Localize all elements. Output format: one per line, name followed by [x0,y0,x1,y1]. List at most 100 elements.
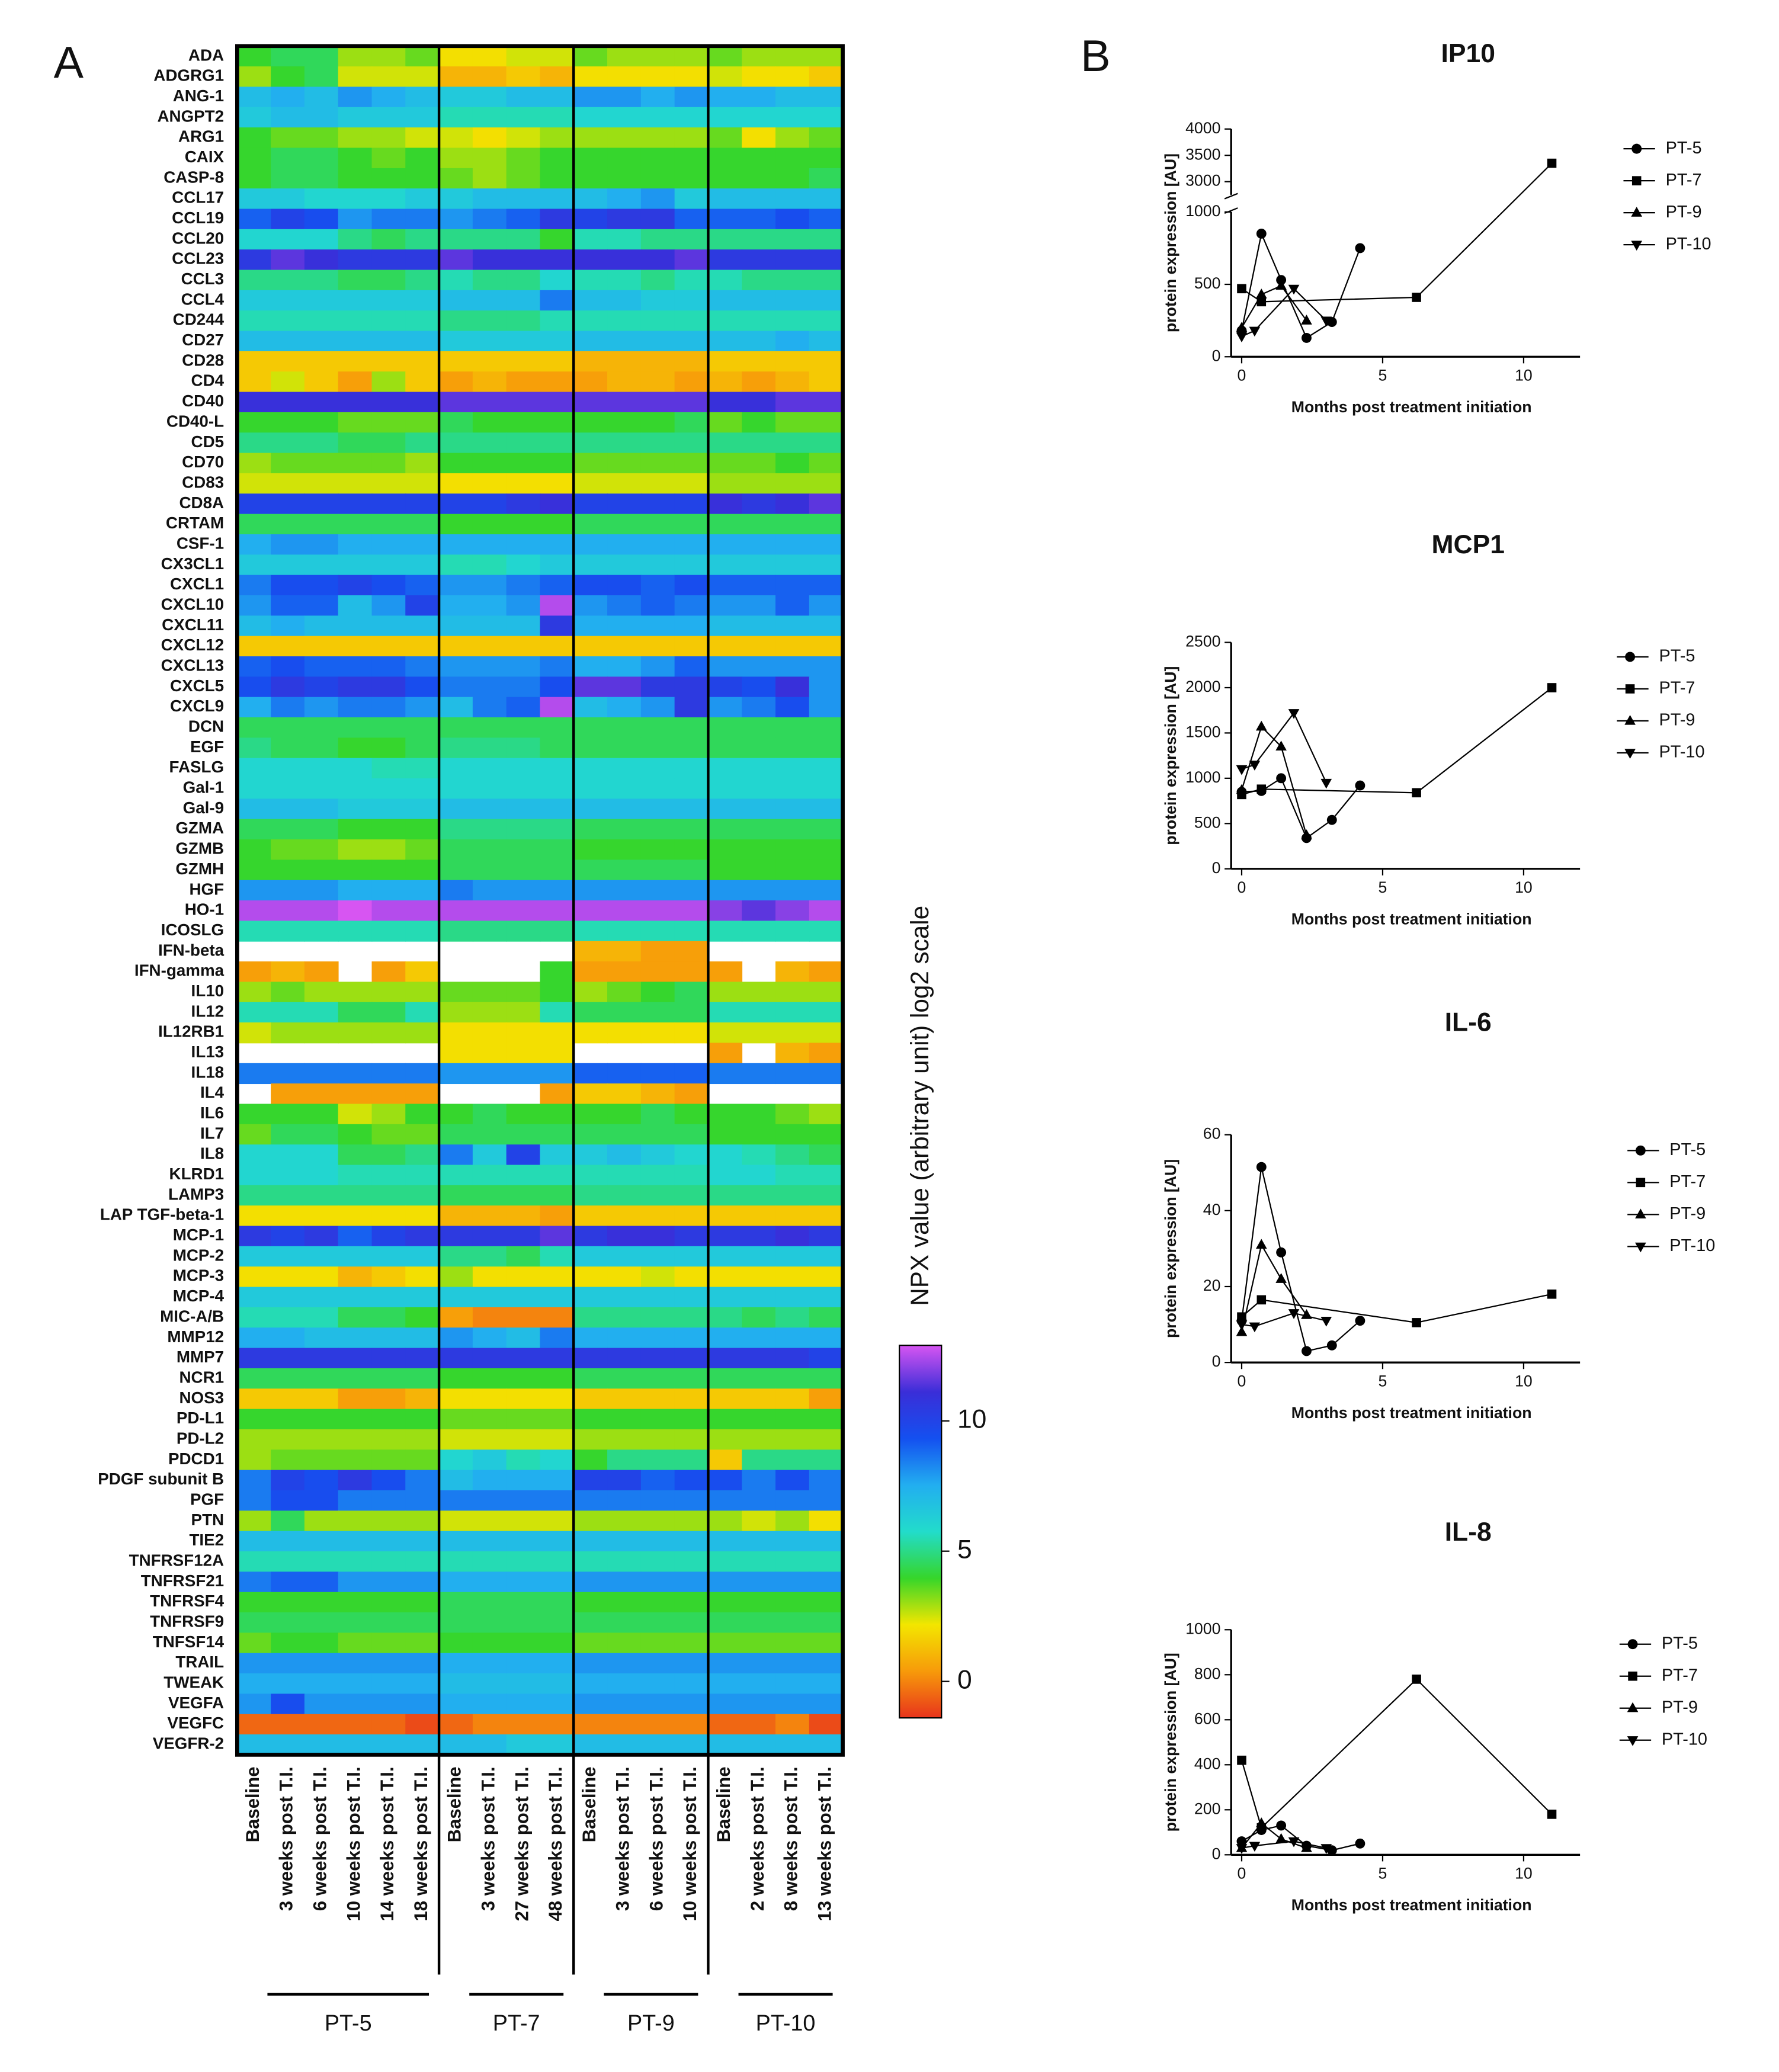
heat-cell [809,473,844,495]
row-label: CCL20 [172,229,224,247]
series-line [1241,231,1361,339]
heat-cell [439,412,473,434]
heat-cell [405,575,440,596]
row-label: CD8A [179,493,224,512]
heat-cell [573,1287,608,1308]
heat-cell [742,1449,776,1471]
heat-cell [304,392,339,413]
heat-cell [640,1165,675,1186]
heat-cell [304,1653,339,1674]
heat-cell [607,209,642,230]
heat-cell [506,798,541,820]
heat-cell [506,839,541,861]
heat-cell [304,859,339,881]
heat-cell [405,595,440,617]
series-line [1241,725,1307,836]
heat-cell [439,371,473,393]
heat-cell [271,1592,305,1613]
heat-cell [742,717,776,739]
y-tick-label: 0 [1212,1845,1221,1862]
heat-cell [640,1368,675,1390]
heat-cell [371,1571,406,1593]
heat-cell [338,1592,373,1613]
heat-cell [271,412,305,434]
heat-cell [338,798,373,820]
heat-cell [742,1673,776,1695]
heat-cell [640,900,675,922]
heat-cell [472,371,507,393]
heat-cell [237,1124,272,1146]
legend-marker [1625,652,1636,662]
axis-break [1224,207,1238,214]
heat-cell [472,1429,507,1451]
legend-marker [1625,684,1635,694]
heat-cell [573,595,608,617]
heat-cell [674,1571,709,1593]
heat-cell [809,1571,844,1593]
heat-cell [742,412,776,434]
heat-cell [371,1653,406,1674]
heat-cell [708,737,743,759]
heat-cell [573,615,608,637]
chart-title: IL-6 [1445,1008,1492,1037]
heat-cell [573,1063,608,1085]
heat-cell [338,656,373,678]
row-label: MCP-4 [173,1287,225,1305]
heat-cell [674,310,709,332]
heat-cell [708,46,743,68]
legend-label: PT-5 [1662,1634,1698,1653]
heat-cell [742,371,776,393]
heat-cell [506,392,541,413]
heat-cell [237,46,272,68]
heat-cell [809,534,844,556]
heat-cell [237,1063,272,1085]
heat-cell [809,514,844,535]
heat-cell [304,676,339,698]
heat-cell [742,127,776,149]
heat-cell [540,534,575,556]
heat-cell [708,188,743,210]
heat-cell [271,1348,305,1369]
heat-cell [607,941,642,963]
heat-cell [573,839,608,861]
heat-cell [472,1714,507,1735]
heat-cell [708,66,743,88]
heat-cell [540,86,575,108]
heat-cell [674,493,709,515]
heat-cell [472,331,507,352]
heat-cell [338,229,373,251]
heat-cell [607,1246,642,1268]
heat-cell [674,249,709,271]
heat-cell [607,1022,642,1044]
heat-cell [573,737,608,759]
heat-cell [304,1307,339,1329]
heat-cell [809,1327,844,1349]
axis-break [1224,193,1238,200]
heat-cell [439,1734,473,1756]
heat-cell [708,432,743,454]
heat-cell [573,331,608,352]
heat-cell [304,188,339,210]
heat-cell [742,1510,776,1532]
heat-cell [809,392,844,413]
heat-cell [237,1449,272,1471]
heat-cell [573,717,608,739]
heat-cell [304,717,339,739]
legend-marker [1635,1242,1646,1253]
heat-cell [573,168,608,190]
heat-cell [607,270,642,291]
heat-cell [371,697,406,718]
x-tick-label: 10 [1515,1372,1533,1390]
heat-cell [640,1612,675,1634]
heat-cell [371,1266,406,1288]
heat-cell [573,1388,608,1410]
heat-cell [506,1551,541,1573]
row-label: MCP-1 [173,1226,224,1244]
heat-cell [506,310,541,332]
heat-cell [742,1612,776,1634]
heat-cell [371,453,406,474]
heat-cell [607,290,642,312]
heat-cell [708,1144,743,1166]
heat-cell [573,1673,608,1695]
heat-cell [237,778,272,800]
